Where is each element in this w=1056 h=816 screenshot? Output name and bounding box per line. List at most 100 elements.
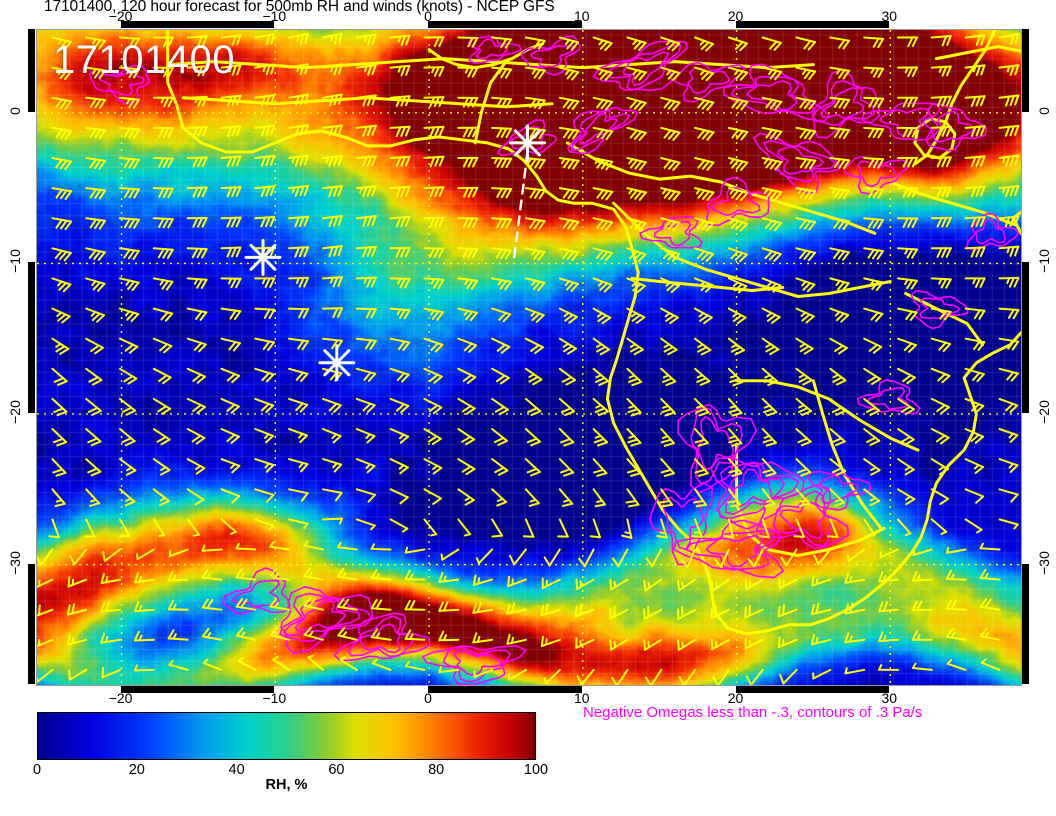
barb-full: [1009, 404, 1019, 413]
barb-full: [530, 440, 541, 447]
barb-shaft: [964, 488, 985, 498]
barb-full: [461, 465, 472, 473]
wind-barb: [660, 36, 681, 52]
barb-shaft: [491, 458, 509, 472]
marker-spoke: [323, 349, 351, 377]
map-panel[interactable]: 17101400: [36, 29, 1022, 686]
barb-half: [430, 533, 438, 537]
barb-full: [970, 186, 977, 198]
wind-barb: [119, 367, 138, 385]
barb-shaft: [524, 518, 535, 538]
barb-full: [400, 186, 406, 197]
barb-shaft: [404, 665, 426, 671]
wind-barb: [558, 428, 575, 447]
wind-barb: [660, 277, 680, 293]
wind-barb: [930, 95, 952, 107]
barb-full: [629, 129, 638, 139]
wind-barb: [220, 216, 242, 228]
barb-shaft: [998, 518, 1019, 526]
barb-full: [236, 125, 242, 136]
omega-contour: [476, 38, 509, 60]
barb-shaft: [911, 667, 933, 671]
barb-shaft: [660, 518, 668, 539]
barb-full: [529, 158, 537, 169]
barb-full: [128, 98, 136, 109]
barb-full: [598, 380, 610, 386]
wind-barb: [254, 458, 275, 473]
barb-full: [877, 37, 885, 49]
barb-full: [328, 125, 334, 137]
wind-barb: [592, 66, 613, 81]
barb-shaft: [186, 518, 200, 536]
barb-half: [296, 64, 300, 72]
station-marker[interactable]: [244, 238, 282, 276]
barb-shaft: [911, 578, 933, 582]
station-marker[interactable]: [509, 124, 546, 162]
wind-barb: [389, 215, 411, 228]
barb-full: [867, 218, 875, 229]
barb-full: [660, 438, 672, 444]
barb-shaft: [186, 428, 206, 439]
barb-full: [631, 380, 643, 387]
barb-full: [94, 219, 102, 230]
barb-half: [371, 658, 378, 665]
wind-barb: [575, 578, 595, 590]
station-marker[interactable]: [318, 344, 356, 382]
wind-barb: [51, 187, 73, 200]
barb-shaft: [220, 458, 241, 467]
wind-barb: [524, 157, 546, 170]
wind-barb: [186, 217, 208, 228]
wind-barb: [389, 307, 411, 320]
barb-full: [562, 98, 571, 109]
barb-full: [362, 402, 372, 412]
barb-full: [530, 344, 540, 352]
barb-full: [397, 340, 406, 351]
barb-full: [868, 343, 879, 352]
wind-barb: [288, 458, 309, 473]
barb-full: [294, 216, 300, 228]
wind-barb: [758, 518, 770, 539]
wind-barb: [152, 247, 174, 259]
barb-full: [500, 218, 508, 229]
barb-half: [330, 34, 334, 42]
barb-full: [574, 605, 578, 618]
barb-full: [1009, 64, 1015, 76]
barb-full: [936, 156, 943, 168]
barb-full: [371, 246, 377, 257]
barb-half: [339, 656, 346, 661]
barb-full: [496, 97, 503, 108]
wind-barb: [254, 367, 275, 383]
wind-barb: [761, 66, 783, 81]
wind-barb: [694, 36, 714, 52]
barb-shaft: [167, 578, 189, 582]
wind-barb: [964, 95, 986, 107]
wind-barb: [930, 488, 950, 506]
wind-barb: [678, 668, 696, 685]
barb-full: [496, 501, 508, 507]
barb-full: [730, 220, 740, 229]
barb-full: [945, 569, 953, 580]
barb-full: [265, 216, 271, 228]
barb-full: [404, 246, 411, 258]
barb-shaft: [616, 668, 629, 685]
barb-full: [201, 598, 209, 609]
barb-half: [268, 524, 275, 531]
barb-full: [295, 371, 304, 381]
barb-half: [800, 499, 807, 503]
barb-full: [669, 316, 679, 325]
barb-half: [912, 548, 916, 556]
barb-full: [191, 434, 202, 443]
barb-full: [94, 98, 102, 109]
wind-barb: [964, 428, 984, 444]
wind-barb: [863, 96, 885, 108]
wind-barb: [457, 126, 479, 138]
barb-shaft: [423, 428, 442, 440]
barb-full: [125, 409, 136, 416]
barb-full: [64, 160, 72, 171]
barb-half: [950, 573, 955, 581]
barb-full: [395, 126, 402, 138]
barb-full: [596, 98, 605, 109]
barb-shaft: [524, 428, 541, 443]
barb-half: [564, 280, 571, 287]
barb-shaft: [879, 548, 899, 559]
